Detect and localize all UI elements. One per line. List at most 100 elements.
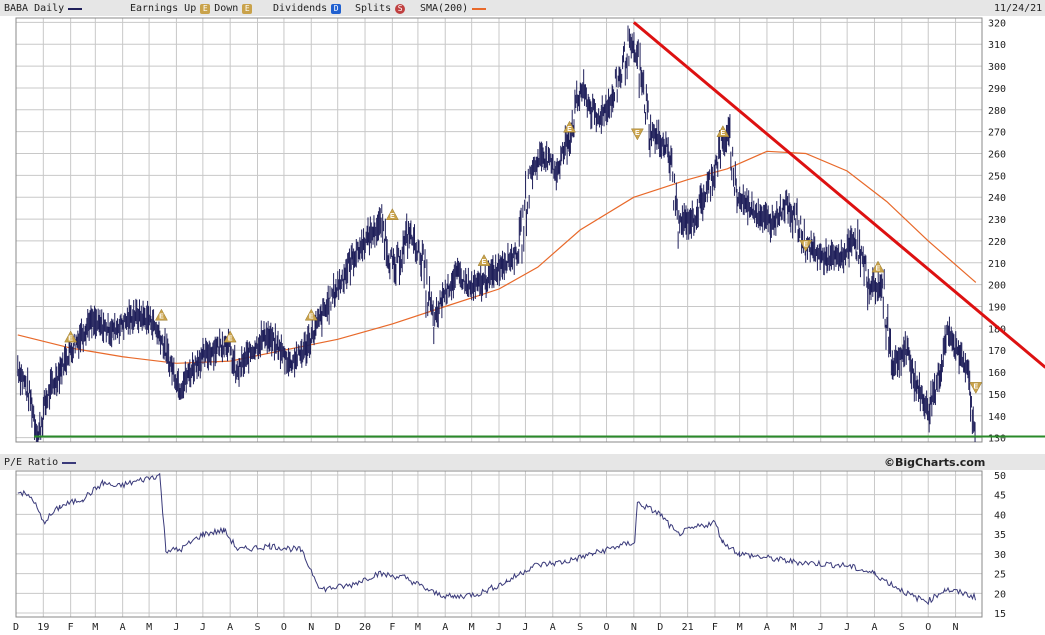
x-tick-label: S bbox=[577, 622, 583, 633]
price-tick-label: 230 bbox=[988, 215, 1006, 226]
earnings-badge-letter: E bbox=[635, 130, 640, 137]
x-tick-label: N bbox=[953, 622, 959, 633]
price-tick-label: 180 bbox=[988, 324, 1006, 335]
earnings-badge-letter: E bbox=[68, 336, 73, 343]
x-tick-label: F bbox=[68, 622, 74, 633]
price-tick-label: 130 bbox=[988, 434, 1006, 445]
price-tick-label: 150 bbox=[988, 390, 1006, 401]
down-label: Down bbox=[214, 3, 239, 14]
earnings-up-icon bbox=[716, 125, 730, 137]
earnings-down-marker: E bbox=[630, 128, 644, 141]
x-tick-label: J bbox=[496, 622, 502, 633]
pe-tick-label: 25 bbox=[994, 570, 1006, 581]
x-tick-label: 20 bbox=[359, 622, 371, 633]
x-tick-label: O bbox=[281, 622, 287, 633]
price-tick-label: 220 bbox=[988, 237, 1006, 248]
price-tick-label: 280 bbox=[988, 106, 1006, 117]
x-tick-label: M bbox=[790, 622, 796, 633]
splits-legend: Splits S bbox=[355, 3, 406, 14]
x-tick-label: A bbox=[227, 622, 233, 633]
pe-label: P/E Ratio bbox=[4, 457, 59, 468]
earnings-up-marker: E bbox=[223, 330, 237, 343]
x-tick-label: O bbox=[925, 622, 931, 633]
earnings-badge-letter: E bbox=[973, 383, 978, 390]
dividend-icon: D bbox=[331, 3, 342, 14]
earnings-up-marker: E bbox=[871, 260, 885, 273]
earnings-legend: Earnings Up E Down E bbox=[130, 3, 253, 14]
x-tick-label: N bbox=[631, 622, 637, 633]
earnings-up-marker: E bbox=[64, 330, 78, 343]
symbol-label: BABA Daily bbox=[4, 3, 65, 14]
x-tick-label: 19 bbox=[37, 622, 49, 633]
earnings-down-icon bbox=[799, 240, 813, 252]
earnings-up-marker: E bbox=[304, 308, 318, 321]
price-tick-label: 320 bbox=[988, 18, 1006, 29]
x-tick-label: M bbox=[92, 622, 98, 633]
earnings-up-icon bbox=[477, 254, 491, 266]
splits-label: Splits bbox=[355, 3, 392, 14]
earnings-down-marker: E bbox=[799, 240, 813, 252]
price-tick-label: 240 bbox=[988, 193, 1006, 204]
sma-legend: SMA(200) bbox=[420, 3, 487, 14]
x-tick-label: A bbox=[442, 622, 448, 633]
earnings-down-icon bbox=[969, 382, 983, 394]
dividends-legend: Dividends D bbox=[273, 3, 342, 14]
x-tick-label: D bbox=[657, 622, 663, 633]
sma-label: SMA(200) bbox=[420, 3, 469, 14]
price-tick-label: 270 bbox=[988, 128, 1006, 139]
price-series bbox=[17, 25, 976, 442]
symbol-legend: BABA Daily bbox=[4, 3, 83, 14]
pe-tick-label: 20 bbox=[994, 589, 1006, 600]
earnings-up-icon bbox=[385, 208, 399, 220]
x-tick-label: M bbox=[146, 622, 152, 633]
x-tick-label: A bbox=[764, 622, 770, 633]
price-tick-label: 140 bbox=[988, 412, 1006, 423]
price-tick-label: 170 bbox=[988, 346, 1006, 357]
price-tick-label: 160 bbox=[988, 368, 1006, 379]
earnings-badge-letter: E bbox=[390, 213, 395, 220]
earnings-up-icon bbox=[563, 120, 576, 133]
pe-plot-frame bbox=[15, 470, 983, 618]
downtrend-line bbox=[632, 21, 1045, 369]
split-icon: S bbox=[395, 3, 406, 14]
x-tick-label: S bbox=[899, 622, 905, 633]
price-tick-label: 210 bbox=[988, 259, 1006, 270]
dividends-label: Dividends bbox=[273, 3, 328, 14]
earnings-up-icon bbox=[223, 330, 237, 343]
earnings-badge-letter: E bbox=[876, 266, 881, 273]
price-tick-label: 310 bbox=[988, 40, 1006, 51]
x-tick-label: N bbox=[308, 622, 314, 633]
earnings-up-icon bbox=[304, 308, 318, 321]
x-tick-label: M bbox=[469, 622, 475, 633]
earnings-badge-letter: E bbox=[721, 130, 726, 137]
x-tick-label: D bbox=[335, 622, 341, 633]
earnings-badge-letter: E bbox=[309, 314, 314, 321]
earnings-up-marker: E bbox=[716, 125, 730, 137]
price-tick-label: 250 bbox=[988, 171, 1006, 182]
chart-header-bar: BABA Daily Earnings Up E Down E Dividend… bbox=[0, 0, 1045, 16]
x-tick-label: A bbox=[871, 622, 877, 633]
price-tick-label: 260 bbox=[988, 150, 1006, 161]
date-label: 11/24/21 bbox=[994, 3, 1042, 14]
pe-tick-label: 45 bbox=[994, 491, 1006, 502]
pe-tick-label: 30 bbox=[994, 550, 1006, 561]
earnings-up-marker: E bbox=[563, 120, 576, 133]
credit-label: ©BigCharts.com bbox=[884, 456, 986, 469]
pe-header-bar: P/E Ratio ©BigCharts.com bbox=[0, 454, 1045, 470]
pe-ratio-line bbox=[17, 472, 976, 606]
price-tick-label: 200 bbox=[988, 281, 1006, 292]
price-plot-frame bbox=[15, 17, 983, 443]
x-tick-label: O bbox=[604, 622, 610, 633]
x-tick-label: A bbox=[120, 622, 126, 633]
x-tick-label: J bbox=[844, 622, 850, 633]
x-tick-label: 21 bbox=[682, 622, 694, 633]
pe-legend: P/E Ratio bbox=[4, 457, 77, 468]
credit-legend: ©BigCharts.com bbox=[884, 456, 985, 469]
earnings-up-icon: E bbox=[200, 3, 211, 14]
price-swatch bbox=[68, 7, 83, 10]
x-tick-label: J bbox=[522, 622, 528, 633]
earnings-up-marker: E bbox=[385, 208, 399, 220]
x-tick-label: J bbox=[173, 622, 179, 633]
x-tick-label: M bbox=[737, 622, 743, 633]
